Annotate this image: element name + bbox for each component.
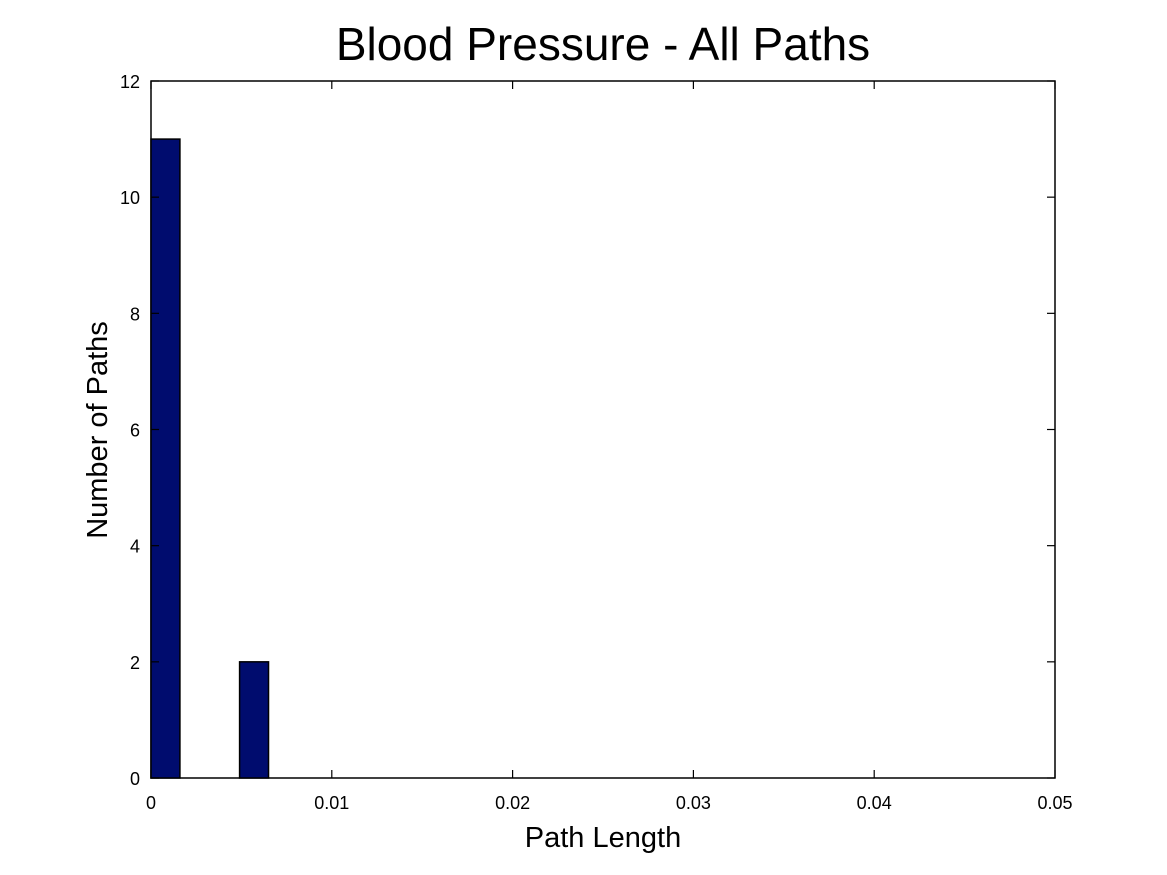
y-tick-label-6: 12 <box>120 72 140 92</box>
plot-area: 0 0.01 0.02 0.03 0.04 0.05 0 2 4 6 8 10 12 <box>120 72 1073 813</box>
x-tick-label-3: 0.03 <box>676 793 711 813</box>
y-tick-label-5: 10 <box>120 188 140 208</box>
x-axis-label: Path Length <box>525 822 681 854</box>
histogram-bar-1 <box>238 661 270 779</box>
x-tick-label-1: 0.01 <box>314 793 349 813</box>
bars-group <box>150 138 270 779</box>
x-tick-label-4: 0.04 <box>857 793 892 813</box>
y-tick-label-3: 6 <box>130 421 140 441</box>
y-axis-label: Number of Paths <box>82 321 114 539</box>
x-tick-label-2: 0.02 <box>495 793 530 813</box>
x-tick-label-0: 0 <box>146 793 156 813</box>
chart-title: Blood Pressure - All Paths <box>336 18 870 70</box>
plot-frame <box>150 80 1056 779</box>
y-tick-label-1: 2 <box>130 653 140 673</box>
y-tick-label-4: 8 <box>130 304 140 324</box>
y-tick-label-0: 0 <box>130 769 140 789</box>
x-tick-label-5: 0.05 <box>1037 793 1072 813</box>
y-tick-label-2: 4 <box>130 537 140 557</box>
histogram-bar-0 <box>150 138 181 779</box>
ticks-group: 0 0.01 0.02 0.03 0.04 0.05 0 2 4 6 8 10 12 <box>120 72 1073 813</box>
